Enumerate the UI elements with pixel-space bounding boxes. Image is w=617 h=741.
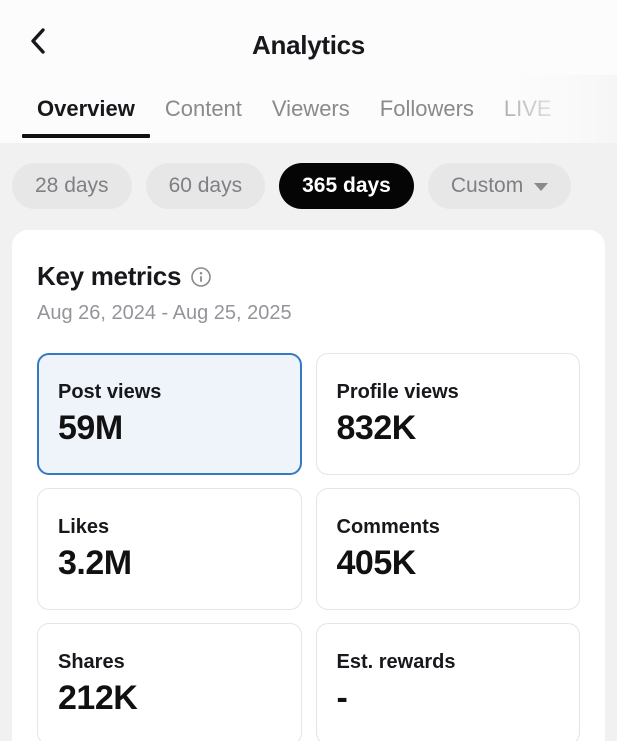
- date-range-text: Aug 26, 2024 - Aug 25, 2025: [37, 302, 292, 324]
- back-button[interactable]: [22, 26, 54, 58]
- pill-label: 365 days: [302, 174, 391, 197]
- metric-label: Profile views: [336, 381, 459, 403]
- metric-label: Post views: [58, 381, 162, 403]
- chevron-left-icon: [26, 27, 50, 58]
- pill-label: Custom: [450, 174, 524, 197]
- metric-card-post-views[interactable]: Post views 59M: [37, 353, 302, 475]
- tab-label: Followers: [379, 96, 474, 121]
- tab-label: LIVE: [503, 96, 552, 121]
- key-metrics-panel: Key metrics Aug 26, 2024 - Aug 25, 2025 …: [12, 230, 605, 741]
- date-range-selector: 28 days 60 days 365 days Custom: [12, 163, 617, 209]
- pill-custom[interactable]: Custom: [427, 163, 572, 209]
- metric-value: -: [336, 679, 348, 717]
- pill-label: 28 days: [35, 174, 109, 197]
- tab-label: Content: [164, 96, 242, 121]
- pill-label: 60 days: [168, 174, 243, 197]
- metric-card-profile-views[interactable]: Profile views 832K: [315, 353, 580, 475]
- header: Analytics: [0, 0, 617, 75]
- metric-label: Shares: [58, 651, 125, 673]
- panel-title-row: Key metrics: [37, 261, 580, 292]
- tab-live[interactable]: LIVE: [489, 75, 567, 143]
- metric-card-shares[interactable]: Shares 212K: [37, 623, 302, 741]
- metric-label: Likes: [58, 516, 110, 538]
- chevron-down-icon: [534, 183, 549, 191]
- metric-card-est-rewards[interactable]: Est. rewards -: [315, 623, 580, 741]
- metric-card-comments[interactable]: Comments 405K: [315, 488, 580, 610]
- metric-value: 405K: [336, 544, 417, 582]
- metric-value: 3.2M: [58, 544, 132, 582]
- tab-content[interactable]: Content: [150, 75, 257, 143]
- tab-overview[interactable]: Overview: [22, 75, 150, 143]
- metric-card-likes[interactable]: Likes 3.2M: [37, 488, 302, 610]
- metrics-grid: Post views 59M Profile views 832K Likes …: [37, 353, 580, 741]
- pill-28-days[interactable]: 28 days: [12, 163, 132, 209]
- top-section: Analytics Overview Content Viewers Follo…: [0, 0, 617, 143]
- tab-followers[interactable]: Followers: [365, 75, 489, 143]
- metric-value: 212K: [58, 679, 138, 717]
- tab-bar: Overview Content Viewers Followers LIVE: [0, 75, 617, 143]
- pill-60-days[interactable]: 60 days: [145, 163, 266, 209]
- info-icon[interactable]: [190, 266, 212, 288]
- tab-label: Viewers: [271, 96, 350, 121]
- tab-viewers[interactable]: Viewers: [257, 75, 365, 143]
- page-title: Analytics: [252, 30, 365, 60]
- metric-value: 832K: [336, 409, 417, 447]
- pill-365-days[interactable]: 365 days: [279, 163, 414, 209]
- metric-label: Comments: [336, 516, 440, 538]
- metric-value: 59M: [58, 409, 123, 447]
- metric-label: Est. rewards: [336, 651, 456, 673]
- tab-label: Overview: [37, 96, 135, 121]
- key-metrics-title: Key metrics: [37, 261, 182, 291]
